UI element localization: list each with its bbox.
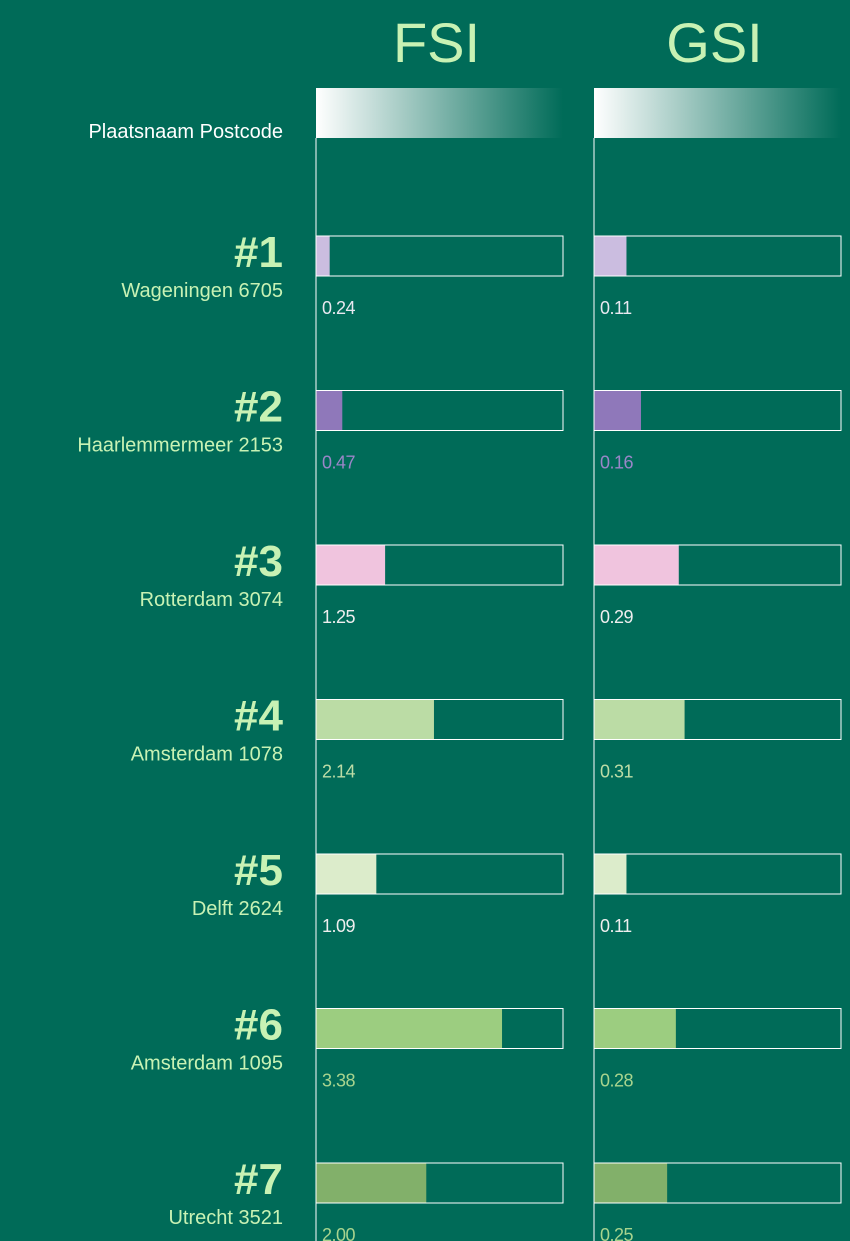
bar-track — [315, 1162, 564, 1204]
value-label: 3.38 — [322, 1071, 356, 1091]
bar — [316, 545, 386, 585]
header-gradient — [594, 88, 841, 138]
rank-label: #1 — [234, 228, 283, 277]
bar-track — [315, 699, 564, 740]
rank-label: #5 — [234, 846, 283, 895]
bar — [316, 391, 343, 430]
value-label: 0.11 — [600, 916, 632, 936]
bar-track — [315, 235, 564, 277]
bar-track — [593, 1008, 842, 1049]
value-label: 1.25 — [322, 607, 356, 627]
rank-label: #2 — [234, 383, 283, 432]
bar — [594, 236, 627, 276]
place-label: Utrecht 3521 — [168, 1207, 283, 1229]
bar — [594, 1009, 676, 1048]
place-label: Haarlemmermeer 2153 — [77, 435, 283, 457]
bar — [316, 1163, 427, 1203]
bar-track — [315, 1008, 564, 1049]
value-label: 0.25 — [600, 1225, 634, 1241]
bar — [594, 545, 679, 585]
bar — [594, 700, 685, 739]
column-title: GSI — [666, 11, 762, 74]
bar — [316, 1009, 503, 1048]
rank-label: #3 — [234, 537, 283, 586]
bar — [316, 700, 434, 739]
bar-track — [593, 544, 842, 586]
rank-label: #6 — [234, 1001, 283, 1050]
value-label: 0.28 — [600, 1071, 634, 1091]
column-title: FSI — [393, 11, 480, 74]
value-label: 0.31 — [600, 762, 634, 782]
bar — [594, 854, 627, 894]
value-label: 0.11 — [600, 298, 632, 318]
place-label: Amsterdam 1078 — [131, 744, 283, 766]
bar-track — [593, 853, 842, 895]
value-label: 2.14 — [322, 762, 356, 782]
value-label: 0.16 — [600, 453, 634, 473]
bar-track — [593, 390, 842, 431]
bar — [594, 391, 641, 430]
value-label: 0.47 — [322, 453, 356, 473]
value-label: 2.00 — [322, 1225, 356, 1241]
header-gradient — [316, 88, 563, 138]
place-label: Wageningen 6705 — [121, 280, 283, 302]
bar — [594, 1163, 668, 1203]
bar-track — [593, 235, 842, 277]
bar-track — [315, 544, 564, 586]
bar-track — [315, 390, 564, 431]
header-label: Plaatsnaam Postcode — [88, 121, 283, 143]
place-label: Amsterdam 1095 — [131, 1053, 283, 1075]
value-label: 0.24 — [322, 298, 356, 318]
bar-track — [593, 1162, 842, 1204]
rank-label: #7 — [234, 1155, 283, 1204]
bar — [316, 854, 377, 894]
place-label: Delft 2624 — [192, 898, 283, 920]
place-label: Rotterdam 3074 — [140, 589, 283, 611]
rank-label: #4 — [234, 692, 283, 741]
bar-track — [315, 853, 564, 895]
bar — [316, 236, 330, 276]
value-label: 0.29 — [600, 607, 634, 627]
bar-track — [593, 699, 842, 740]
value-label: 1.09 — [322, 916, 356, 936]
